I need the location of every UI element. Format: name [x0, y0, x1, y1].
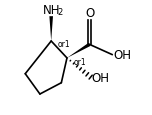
- Text: or1: or1: [73, 57, 86, 66]
- Text: 2: 2: [57, 8, 63, 17]
- Polygon shape: [49, 17, 53, 42]
- Text: O: O: [85, 7, 94, 20]
- Text: OH: OH: [113, 49, 131, 62]
- Text: OH: OH: [92, 72, 110, 84]
- Polygon shape: [67, 43, 90, 58]
- Text: or1: or1: [57, 39, 70, 48]
- Text: NH: NH: [42, 4, 60, 16]
